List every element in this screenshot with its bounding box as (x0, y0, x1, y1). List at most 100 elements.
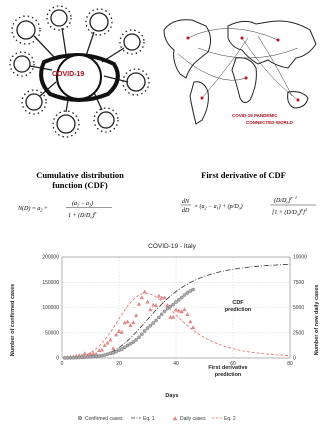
covid-virus-illustration (9, 5, 150, 138)
confirmed-case-point (177, 298, 181, 302)
daily-case-point (188, 319, 193, 324)
confirmed-case-point (168, 304, 173, 309)
confirmed-case-point (182, 293, 187, 297)
daily-case-point (176, 308, 181, 313)
daily-case-point (99, 347, 104, 352)
chart-title: COVID-19 - Italy (148, 243, 196, 250)
daily-case-point (134, 313, 139, 318)
svg-text:1 + (D/Do)p: 1 + (D/Do)p (68, 210, 96, 220)
svg-text:N(D) = a2 +: N(D) = a2 + (17, 205, 48, 213)
confirmed-case-point (157, 315, 161, 320)
confirmed-case-point (174, 300, 178, 304)
y-tick-label: 0 (56, 356, 59, 362)
x-tick-label: 80 (287, 361, 293, 367)
legend-daily-label: Daily cases (180, 416, 206, 422)
daily-case-point (139, 295, 144, 300)
y2-tick-label: 5000 (293, 305, 304, 311)
deriv-annotation-line1: First derivative (208, 365, 247, 371)
confirmed-case-point (114, 349, 118, 354)
confirmed-case-point (185, 291, 190, 295)
daily-case-point (185, 312, 190, 316)
confirmed-case-point (191, 287, 195, 292)
daily-case-point (142, 289, 147, 294)
daily-case-point (182, 307, 187, 312)
svg-text:(D/Do)p−1: (D/Do)p−1 (274, 195, 297, 205)
daily-case-point (159, 295, 164, 300)
daily-case-point (154, 303, 159, 307)
plot-frame (61, 256, 291, 359)
y-tick-label: 50000 (45, 330, 59, 336)
daily-case-point (111, 346, 116, 350)
confirmed-case-point (159, 312, 164, 317)
world-caption-line1: COVID-19 PANDEMIC (232, 113, 278, 118)
confirmed-case-point (145, 326, 150, 330)
y2-tick-label: 10000 (293, 255, 307, 261)
daily-case-point (97, 348, 102, 352)
confirmed-case-point (171, 302, 175, 307)
daily-case-point (156, 293, 161, 298)
confirmed-case-point (120, 347, 124, 351)
x-tick-label: 60 (230, 361, 236, 367)
daily-case-point (125, 319, 130, 324)
legend-daily-marker (172, 416, 178, 421)
daily-case-point (171, 314, 176, 319)
eq1-fitted-line (63, 263, 291, 359)
cdf-equation: N(D) = a2 + (a1 − a2) 1 + (D/Do)p (17, 200, 112, 220)
confirmed-case-point (148, 323, 153, 328)
x-axis-label: Days (165, 393, 178, 399)
legend-eq2-label: Eq. 2 (224, 416, 236, 422)
confirmed-case-point (128, 342, 133, 346)
derivative-title: First derivative of CDF (201, 170, 286, 180)
covid-label: COVID-19 (52, 71, 85, 78)
daily-case-point (122, 320, 127, 325)
cdf-title-line2: function (CDF) (52, 180, 108, 190)
eq2-fitted-line (63, 292, 291, 359)
y2-tick-label: 2500 (293, 330, 304, 336)
confirmed-case-point (151, 321, 155, 325)
cdf-annotation-line2: prediction (225, 307, 252, 313)
daily-case-point (162, 295, 167, 300)
daily-case-point (168, 314, 173, 319)
legend: Confirmed cases Eq. 1 Daily cases Eq. 2 (77, 415, 236, 422)
series (62, 263, 291, 360)
deriv-annotation-line2: prediction (215, 372, 242, 378)
svg-text:= (a2 − a1) + (p/Do): = (a2 − a1) + (p/Do) (194, 203, 243, 211)
grid-lines (61, 256, 291, 359)
confirmed-case-point (142, 329, 147, 333)
daily-case-point (114, 332, 119, 337)
confirmed-case-point (125, 343, 130, 348)
x-tick-label: 0 (61, 361, 64, 367)
cdf-title-line1: Cumulative distribution (36, 170, 124, 180)
y2-tick-label: 0 (293, 356, 296, 362)
daily-case-point (179, 309, 184, 314)
confirmed-case-point (139, 332, 144, 337)
covid-italy-chart: COVID-19 - Italy 0 20 40 60 8005000010000015… (10, 243, 320, 422)
svg-text:dD: dD (182, 208, 190, 214)
confirmed-case-point (165, 306, 170, 311)
world-map-illustration (163, 19, 317, 125)
tick-labels: 0 20 40 60 800500001000001500002000000250050… (42, 255, 307, 367)
daily-case-point (131, 320, 136, 325)
svg-text:[1 + (D/Do)p]2: [1 + (D/Do)p]2 (272, 207, 307, 217)
svg-text:(a1 − a2): (a1 − a2) (72, 200, 93, 208)
daily-case-point (119, 330, 124, 334)
daily-case-point (136, 301, 141, 306)
daily-case-point (108, 337, 113, 342)
daily-case-point (128, 323, 133, 327)
y2-axis-label: Number of new daily cases (314, 285, 320, 356)
confirmed-case-point (162, 309, 167, 314)
confirmed-case-point (188, 289, 193, 293)
confirmed-case-point (137, 335, 141, 340)
derivative-equation: dN dD = (a2 − a1) + (p/Do) (D/Do)p−1 [1 … (181, 195, 316, 217)
confirmed-case-point (154, 318, 158, 323)
confirmed-case-point (122, 345, 127, 350)
y-axis-label: Number of confirmed cases (10, 284, 16, 356)
axes (61, 256, 291, 359)
legend-eq1-label: Eq. 1 (143, 416, 155, 422)
legend-confirmed-label: Confirmed cases (85, 416, 123, 422)
daily-case-point (174, 307, 178, 312)
daily-case-point (165, 303, 170, 307)
confirmed-case-point (134, 338, 138, 342)
daily-case-point (148, 307, 153, 312)
confirmed-case-point (131, 340, 136, 344)
